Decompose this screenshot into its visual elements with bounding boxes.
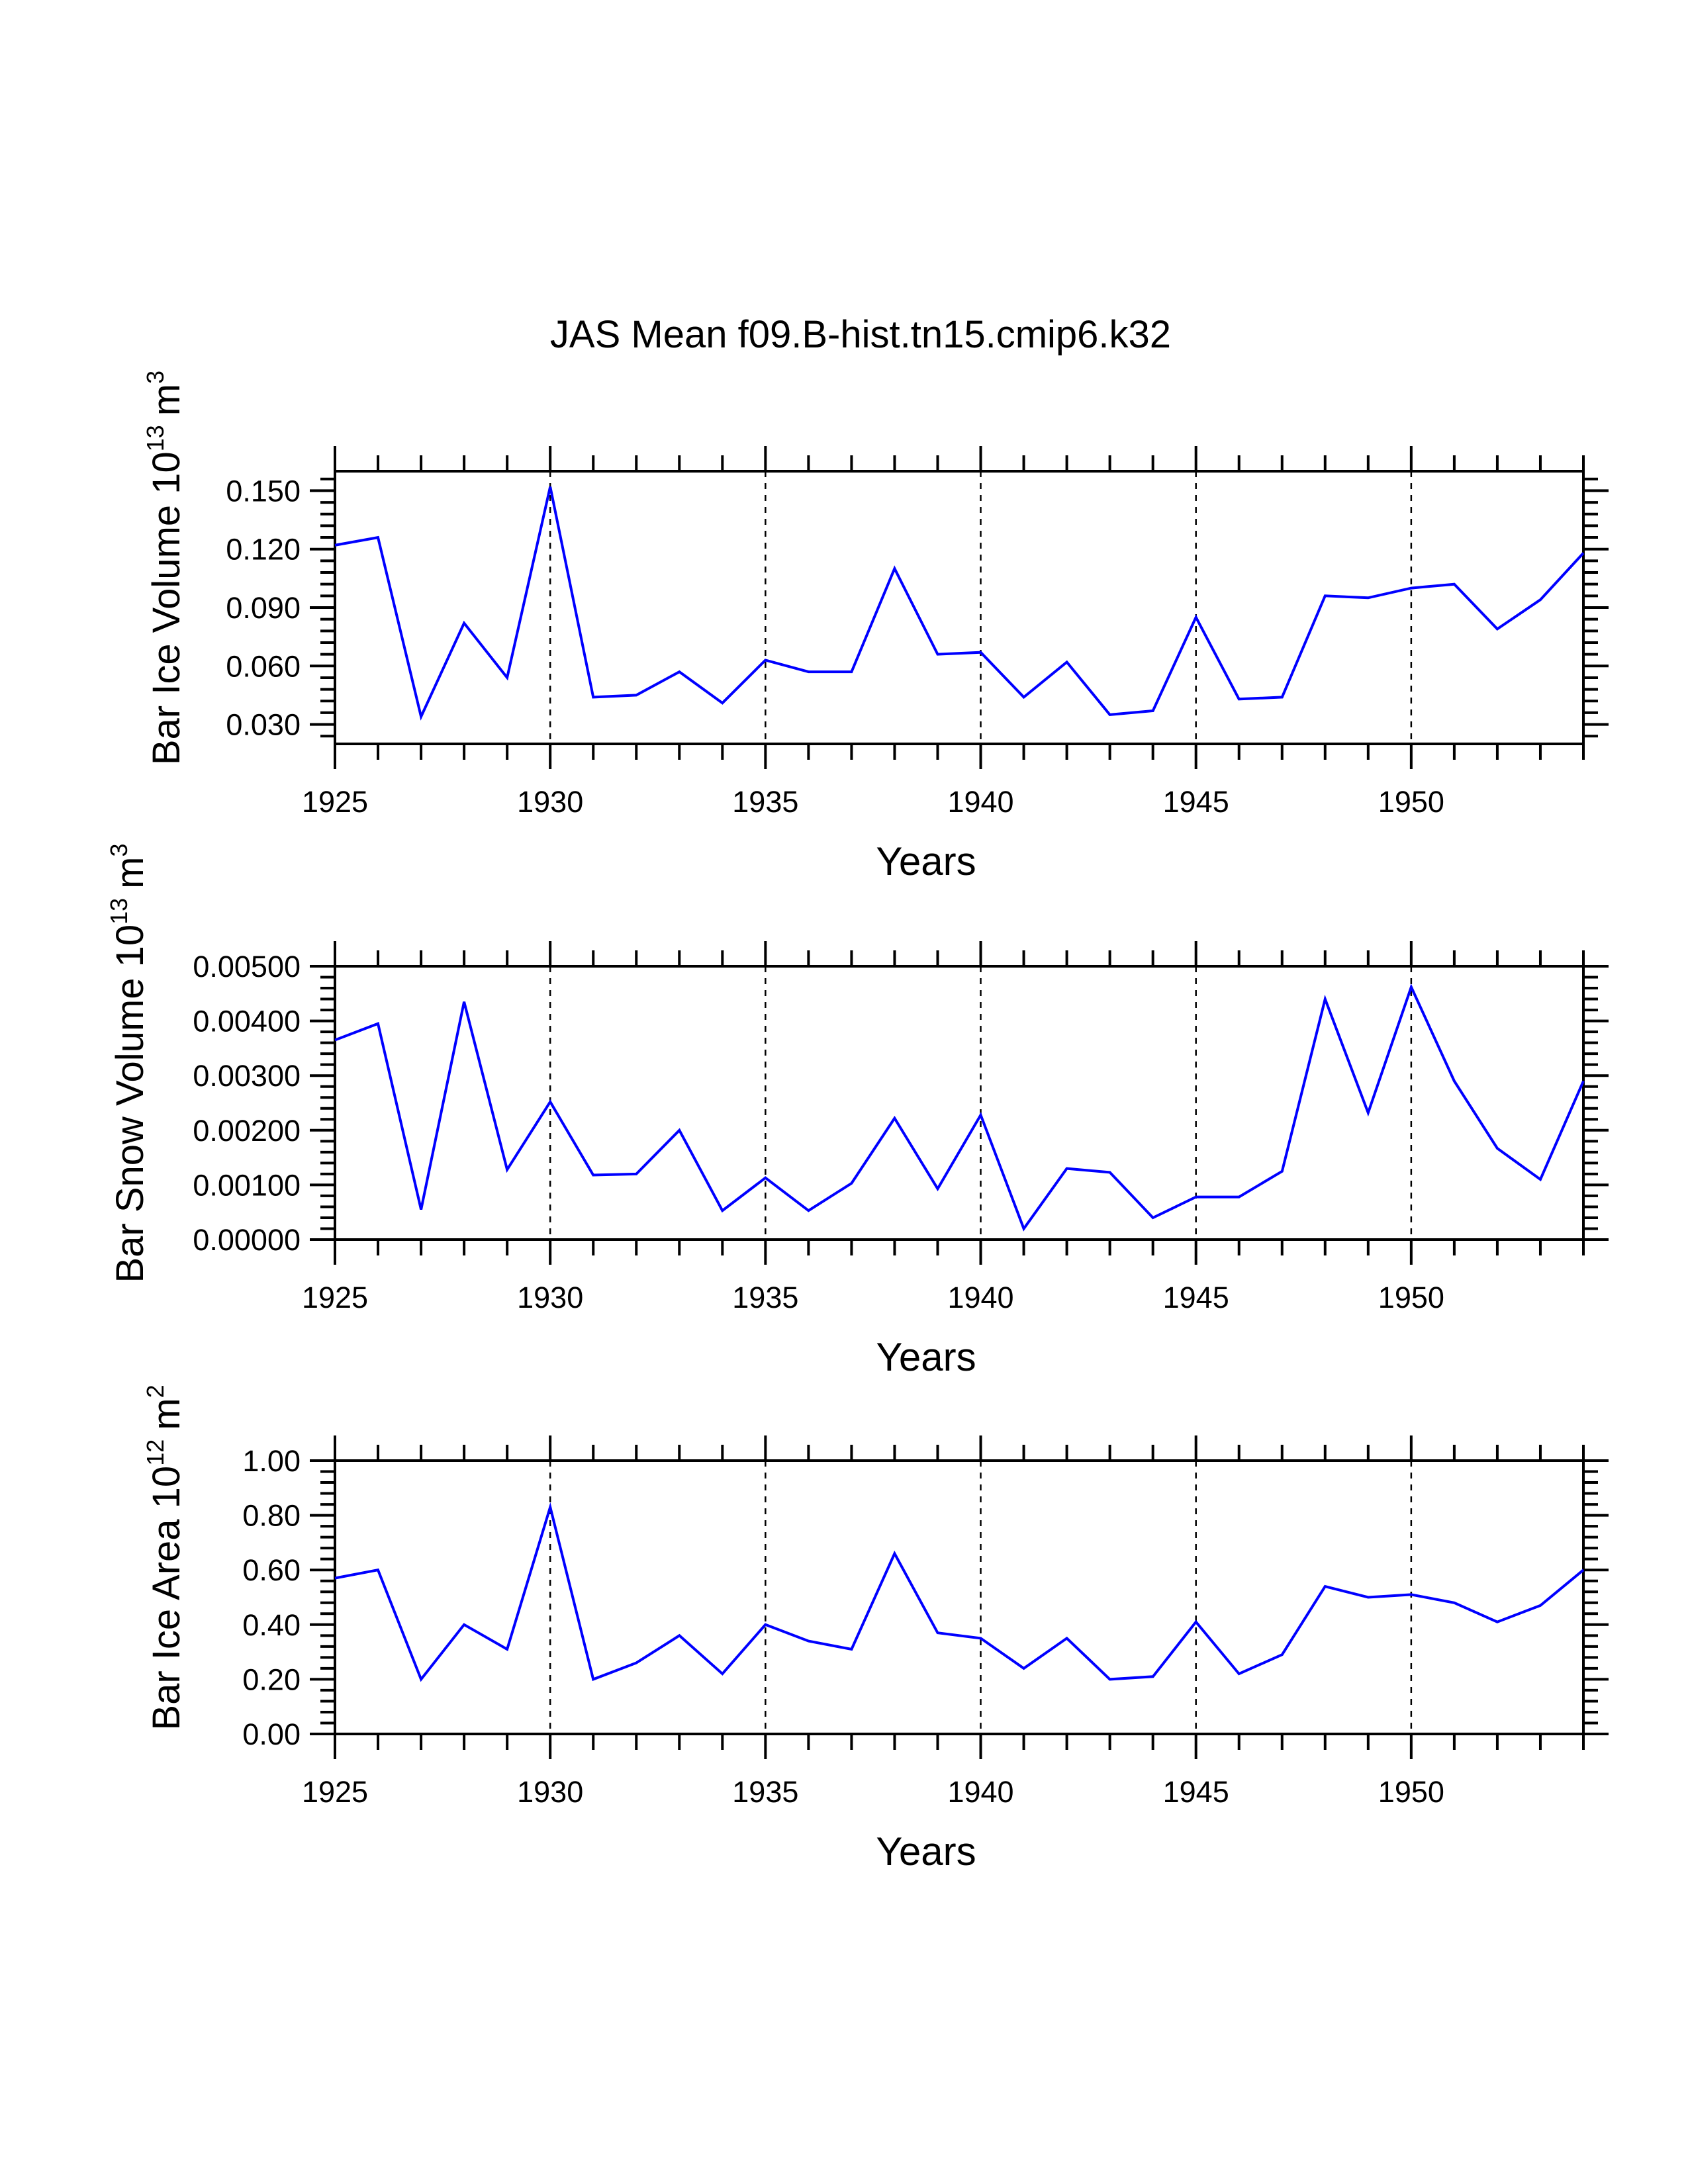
y-axis-label-exponent: 13 <box>142 425 169 451</box>
x-axis-label: Years <box>876 839 976 884</box>
x-tick-label: 1925 <box>302 1775 368 1809</box>
plot-frame <box>334 965 1585 1241</box>
x-tick-label: 1930 <box>517 1281 583 1314</box>
y-axis-label-unit: m <box>145 1398 188 1430</box>
x-tick-label: 1950 <box>1378 785 1444 819</box>
x-tick-label: 1925 <box>302 1281 368 1314</box>
y-tick-label: 0.030 <box>226 708 301 742</box>
y-axis-label-text: Bar Ice Area 10 <box>145 1466 188 1731</box>
x-tick-label: 1950 <box>1378 1775 1444 1809</box>
y-tick-label: 0.00000 <box>193 1223 301 1257</box>
x-tick-label: 1935 <box>732 1775 798 1809</box>
y-tick-label: 1.00 <box>242 1444 301 1478</box>
figure-title: JAS Mean f09.B-hist.tn15.cmip6.k32 <box>550 313 1171 356</box>
y-axis-label: Bar Ice Volume 1013 m3 <box>142 371 188 765</box>
y-tick-label: 0.00500 <box>193 950 301 983</box>
y-axis-label: Bar Ice Area 1012 m2 <box>142 1385 188 1730</box>
y-axis-label-exponent: 12 <box>142 1439 169 1466</box>
panel-ice-volume: 0.030 0.060 0.090 0.120 0.150 1925 1930 1935 194… <box>142 371 1609 884</box>
y-tick-label: 0.00 <box>242 1717 301 1751</box>
x-tick-label: 1935 <box>732 1281 798 1314</box>
y-tick-label: 0.090 <box>226 591 301 625</box>
series-line <box>334 486 1585 721</box>
y-tick-label: 0.00300 <box>193 1059 301 1093</box>
x-tick-label: 1945 <box>1163 785 1229 819</box>
y-axis-label-unit-exponent: 3 <box>105 843 132 856</box>
x-axis-label: Years <box>876 1829 976 1874</box>
y-tick-label: 0.60 <box>242 1553 301 1587</box>
y-tick-label: 0.40 <box>242 1608 301 1642</box>
series-line <box>334 1502 1585 1682</box>
y-tick-label: 0.20 <box>242 1662 301 1696</box>
y-axis-label-unit-exponent: 3 <box>142 371 169 384</box>
y-tick-label: 0.80 <box>242 1499 301 1533</box>
y-axis-label-exponent: 13 <box>105 898 132 925</box>
x-tick-label: 1940 <box>947 1281 1013 1314</box>
y-axis-label-unit: m <box>145 384 188 416</box>
x-tick-label: 1940 <box>947 785 1013 819</box>
panel-ice-area: 0.00 0.20 0.40 0.60 0.80 1.00 1925 1930 1935 1940… <box>142 1385 1609 1874</box>
plot-frame <box>334 1459 1585 1735</box>
x-tick-label: 1940 <box>947 1775 1013 1809</box>
x-tick-label: 1945 <box>1163 1775 1229 1809</box>
x-tick-label: 1930 <box>517 785 583 819</box>
y-tick-label: 0.060 <box>226 649 301 683</box>
panel-snow-volume: 0.00000 0.00100 0.00200 0.00300 0.00400 0.005… <box>105 843 1609 1379</box>
y-axis-label: Bar Snow Volume 1013 m3 <box>105 843 152 1283</box>
x-tick-label: 1945 <box>1163 1281 1229 1314</box>
y-tick-label: 0.00100 <box>193 1168 301 1202</box>
x-tick-label: 1935 <box>732 785 798 819</box>
x-axis-label: Years <box>876 1335 976 1379</box>
y-axis-label-text: Bar Ice Volume 10 <box>145 451 188 765</box>
y-tick-label: 0.00400 <box>193 1005 301 1038</box>
y-tick-label: 0.120 <box>226 533 301 567</box>
y-axis-label-unit: m <box>109 857 152 889</box>
y-tick-label: 0.00200 <box>193 1114 301 1148</box>
x-tick-label: 1930 <box>517 1775 583 1809</box>
x-tick-label: 1950 <box>1378 1281 1444 1314</box>
x-tick-label: 1925 <box>302 785 368 819</box>
series-line <box>334 983 1585 1232</box>
y-axis-label-text: Bar Snow Volume 10 <box>109 925 152 1283</box>
y-axis-label-unit-exponent: 2 <box>142 1385 169 1398</box>
y-tick-label: 0.150 <box>226 474 301 508</box>
